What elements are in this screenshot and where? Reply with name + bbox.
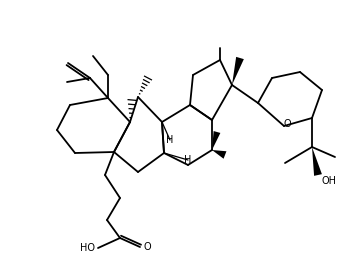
Text: OH: OH bbox=[321, 176, 336, 186]
Text: H: H bbox=[184, 155, 192, 165]
Polygon shape bbox=[312, 147, 322, 176]
Text: H: H bbox=[166, 135, 174, 145]
Polygon shape bbox=[212, 150, 227, 159]
Polygon shape bbox=[232, 57, 244, 85]
Polygon shape bbox=[212, 131, 220, 150]
Text: O: O bbox=[283, 119, 291, 129]
Text: HO: HO bbox=[80, 243, 95, 253]
Text: O: O bbox=[144, 242, 152, 252]
